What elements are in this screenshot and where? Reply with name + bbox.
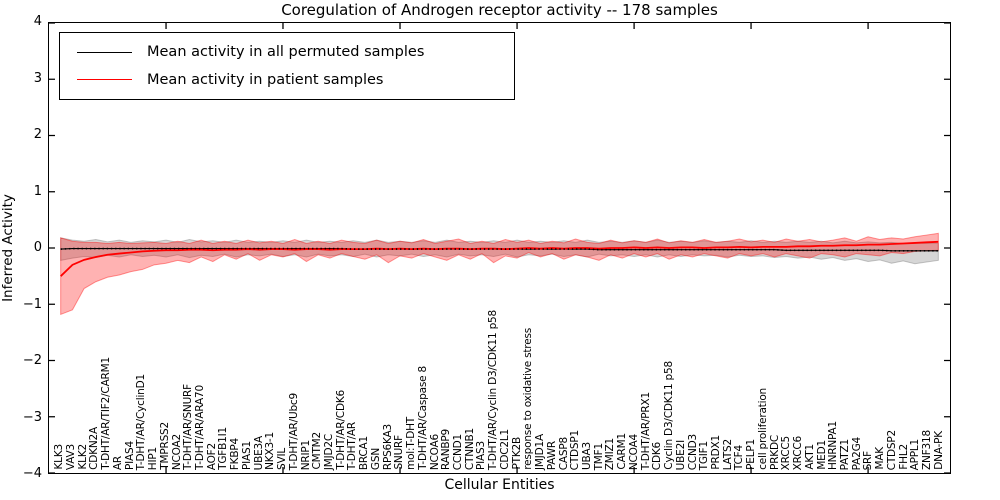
permuted-line-swatch (77, 51, 132, 53)
x-axis-title: Cellular Entities (444, 477, 555, 493)
legend: Mean activity in all permuted samples Me… (59, 32, 515, 100)
legend-label-permuted: Mean activity in all permuted samples (147, 44, 425, 61)
plot-area: Mean activity in all permuted samples Me… (48, 22, 951, 474)
y-tick-label: 1 (33, 183, 42, 199)
y-tick-label: −1 (22, 296, 42, 312)
y-tick-label: 0 (33, 240, 42, 255)
chart-canvas (49, 23, 950, 473)
y-tick-label: 2 (33, 127, 42, 142)
y-tick-label: 3 (33, 70, 42, 86)
patient-mean-line (60, 240, 939, 277)
legend-item-permuted: Mean activity in all permuted samples (77, 44, 514, 60)
y-tick-label: 4 (33, 14, 42, 29)
axis-ticks (49, 23, 950, 473)
y-tick-label: −2 (22, 353, 42, 368)
chart-title: Coregulation of Androgen receptor activi… (281, 1, 718, 19)
legend-item-patient: Mean activity in patient samples (77, 72, 514, 88)
legend-label-patient: Mean activity in patient samples (147, 71, 384, 88)
y-tick-label: −4 (22, 466, 42, 481)
y-tick-label: −3 (22, 409, 42, 425)
patient-line-swatch (77, 79, 132, 81)
permuted-band (60, 237, 939, 265)
